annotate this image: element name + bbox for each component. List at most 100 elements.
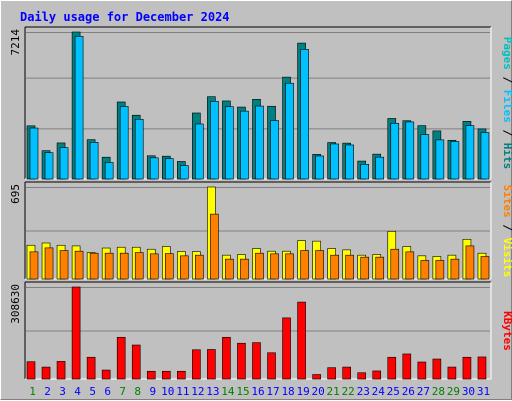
bar-sites-day-26: [405, 251, 415, 280]
legend-item-kbytes: KBytes: [501, 311, 512, 351]
bar-files-day-23: [360, 164, 370, 180]
bar-files-day-14: [225, 106, 234, 180]
bar-sites-day-3: [59, 250, 69, 280]
x-tick-day-13: 13: [206, 385, 219, 398]
bar-kbytes-day-27: [417, 361, 427, 380]
bar-sites-day-16: [255, 252, 264, 280]
bar-kbytes-day-1: [26, 361, 36, 380]
bar-files-day-21: [330, 143, 339, 180]
bar-kbytes-day-9: [146, 370, 156, 380]
bar-files-day-9: [149, 157, 159, 180]
bar-kbytes-day-26: [402, 353, 412, 380]
bar-kbytes-day-12: [192, 349, 201, 380]
x-tick-day-29: 29: [447, 385, 460, 398]
bar-sites-day-8: [134, 252, 144, 280]
bar-sites-day-4: [74, 250, 84, 280]
bar-sites-day-10: [164, 253, 174, 280]
x-tick-day-17: 17: [266, 385, 279, 398]
bar-sites-day-21: [330, 254, 339, 280]
bar-kbytes-day-2: [41, 366, 51, 380]
bar-kbytes-day-7: [116, 336, 126, 380]
bar-files-day-26: [405, 121, 415, 180]
bar-files-day-24: [375, 156, 385, 180]
x-tick-day-28: 28: [432, 385, 445, 398]
legend-item-pages: Pages: [501, 37, 512, 70]
x-tick-day-31: 31: [477, 385, 490, 398]
x-tick-day-23: 23: [357, 385, 370, 398]
bar-files-day-6: [104, 162, 114, 180]
bar-files-day-30: [465, 125, 475, 180]
bar-sites-day-18: [285, 253, 294, 280]
bar-kbytes-day-19: [297, 301, 306, 380]
bar-sites-day-31: [480, 256, 490, 280]
bar-files-day-29: [450, 141, 460, 180]
bar-files-day-17: [270, 120, 279, 180]
bar-kbytes-day-18: [282, 317, 291, 380]
bar-sites-day-15: [240, 258, 249, 280]
bar-files-day-19: [300, 49, 309, 180]
x-tick-day-30: 30: [462, 385, 475, 398]
bar-sites-day-14: [225, 258, 234, 280]
bar-sites-day-7: [119, 252, 129, 280]
bar-sites-day-30: [465, 245, 475, 280]
bar-files-day-27: [420, 134, 430, 180]
bar-sites-day-20: [315, 250, 324, 280]
x-tick-day-5: 5: [89, 385, 96, 398]
bar-files-day-31: [480, 132, 490, 180]
x-tick-day-2: 2: [44, 385, 51, 398]
bar-sites-day-9: [149, 253, 159, 280]
x-tick-day-20: 20: [312, 385, 325, 398]
x-tick-day-19: 19: [296, 385, 309, 398]
bar-kbytes-day-20: [312, 374, 321, 380]
bar-sites-day-29: [450, 258, 460, 280]
bar-kbytes-day-14: [222, 336, 231, 380]
bar-kbytes-day-10: [161, 370, 171, 380]
x-tick-day-22: 22: [342, 385, 355, 398]
bar-sites-day-25: [390, 248, 400, 280]
bar-kbytes-day-29: [447, 366, 457, 380]
bar-kbytes-day-6: [101, 369, 111, 380]
bar-files-day-13: [210, 101, 219, 180]
x-tick-day-7: 7: [119, 385, 126, 398]
bar-sites-day-11: [180, 255, 189, 280]
bar-kbytes-day-22: [342, 366, 351, 380]
bar-files-day-12: [195, 123, 204, 180]
bar-files-day-7: [119, 106, 129, 180]
bar-sites-day-23: [360, 256, 370, 280]
bar-kbytes-day-15: [237, 342, 246, 380]
bar-sites-day-28: [435, 260, 445, 280]
bar-files-day-3: [59, 147, 69, 180]
bar-kbytes-day-3: [56, 361, 66, 380]
bar-sites-day-22: [345, 254, 354, 280]
legend-item-files: Files: [501, 90, 512, 123]
bar-files-day-20: [315, 155, 324, 180]
legend-separator: /: [501, 123, 512, 143]
bar-sites-day-1: [29, 251, 39, 280]
legend-separator: /: [501, 70, 512, 90]
bar-kbytes-day-17: [267, 352, 276, 380]
bar-sites-day-2: [44, 247, 54, 280]
bar-files-day-18: [285, 82, 294, 180]
bar-files-day-10: [164, 158, 174, 180]
y-max-label-middle: 695: [9, 184, 22, 204]
x-tick-day-11: 11: [176, 385, 189, 398]
bar-files-day-1: [29, 127, 39, 180]
bar-sites-day-5: [89, 252, 99, 280]
legend-item-visits: Visits: [501, 238, 512, 278]
bar-files-day-11: [180, 165, 189, 180]
bar-kbytes-day-4: [71, 286, 81, 380]
legend-middle: Sites / Visits: [501, 185, 512, 278]
bar-sites-day-13: [210, 213, 219, 280]
legend-separator: /: [501, 218, 512, 238]
bar-files-day-25: [390, 123, 400, 180]
x-tick-day-24: 24: [372, 385, 386, 398]
bar-files-day-4: [74, 36, 84, 180]
x-tick-day-9: 9: [149, 385, 156, 398]
x-tick-day-10: 10: [161, 385, 174, 398]
x-tick-day-1: 1: [29, 385, 36, 398]
bar-kbytes-day-23: [357, 372, 367, 380]
x-tick-day-4: 4: [74, 385, 81, 398]
